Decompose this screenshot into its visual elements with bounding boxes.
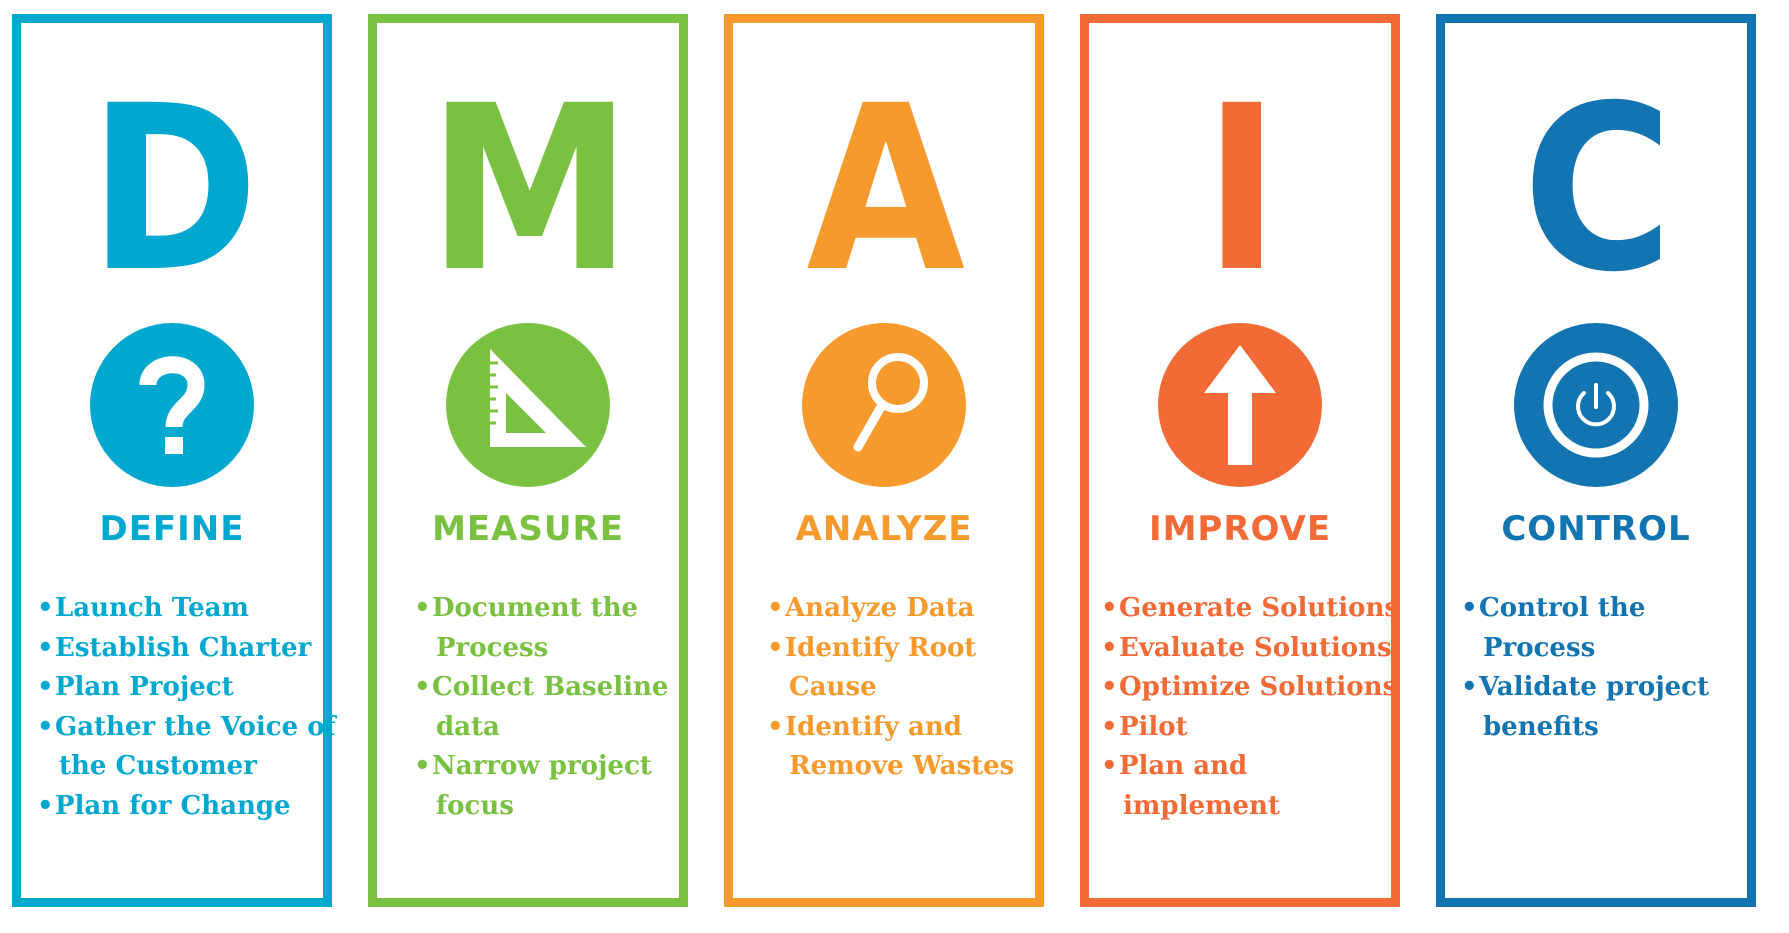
define-list: • Launch Team • Establish Charter • Plan Pr… bbox=[35, 589, 336, 826]
list-item: • Generate Solutions bbox=[1101, 593, 1400, 623]
measure-title: MEASURE bbox=[432, 509, 624, 549]
improve-icon-circle bbox=[1158, 323, 1322, 487]
measure-icon-circle bbox=[446, 323, 610, 487]
list-item: • Plan Project bbox=[37, 672, 234, 702]
list-item: • Plan for Change bbox=[37, 790, 291, 821]
list-item: • Identify Root Cause bbox=[767, 632, 977, 703]
list-item: • Launch Team bbox=[37, 593, 249, 623]
define-title: DEFINE bbox=[99, 509, 245, 549]
list-item: • Establish Charter bbox=[37, 632, 312, 663]
improve-letter: I bbox=[1203, 56, 1280, 322]
list-item: • Plan and implement bbox=[1101, 751, 1280, 821]
analyze-title: ANALYZE bbox=[795, 509, 973, 549]
list-item: • Document the Process bbox=[414, 593, 639, 663]
control-list: • Control the Process • Validate project ben… bbox=[1459, 589, 1743, 747]
list-item: • Validate project benefits bbox=[1461, 672, 1710, 742]
define-letter: D bbox=[88, 56, 259, 322]
question-mark-icon bbox=[139, 356, 205, 454]
list-item: • Identify and Remove Wastes bbox=[767, 711, 1015, 782]
improve-list: • Generate Solutions • Evaluate Solutions … bbox=[1099, 589, 1400, 826]
list-item: • Analyze Data bbox=[767, 593, 975, 623]
list-item: • Control the Process bbox=[1461, 593, 1646, 663]
list-item: • Evaluate Solutions bbox=[1101, 632, 1392, 663]
analyze-letter: A bbox=[806, 56, 965, 322]
control-letter: C bbox=[1522, 56, 1673, 322]
list-item: • Collect Baseline data bbox=[414, 672, 669, 742]
up-arrow-icon bbox=[1204, 345, 1276, 465]
measure-list: • Document the Process • Collect Baseline da… bbox=[412, 589, 675, 826]
power-button-icon bbox=[1543, 352, 1649, 458]
list-item: • Narrow project focus bbox=[414, 751, 652, 821]
analyze-panel: A ANALYZE • Analyze Data • Identify Root Ca… bbox=[724, 14, 1044, 907]
measure-letter: M bbox=[427, 56, 632, 322]
define-icon-circle bbox=[90, 323, 254, 487]
control-icon-circle bbox=[1514, 323, 1678, 487]
analyze-list: • Analyze Data • Identify Root Cause • Ident… bbox=[765, 589, 1031, 787]
define-panel: D DEFINE • Launch Team • Establish Charter… bbox=[12, 14, 336, 907]
magnifying-glass-icon bbox=[853, 353, 928, 452]
list-item: • Optimize Solutions bbox=[1101, 672, 1398, 702]
set-square-ruler-icon bbox=[490, 349, 586, 447]
improve-panel: I IMPROVE • Generate Solutions • Evaluate … bbox=[1080, 14, 1400, 907]
measure-panel: M MEASURE • Document the Process • Collect … bbox=[368, 14, 688, 907]
analyze-icon-circle bbox=[802, 323, 966, 487]
list-item: • Gather the Voice of the Customer bbox=[37, 711, 336, 782]
list-item: • Pilot bbox=[1101, 711, 1188, 742]
control-panel: C CONTROL • Control the Process • Validate … bbox=[1436, 14, 1756, 907]
improve-title: IMPROVE bbox=[1148, 509, 1332, 549]
control-title: CONTROL bbox=[1501, 509, 1691, 549]
